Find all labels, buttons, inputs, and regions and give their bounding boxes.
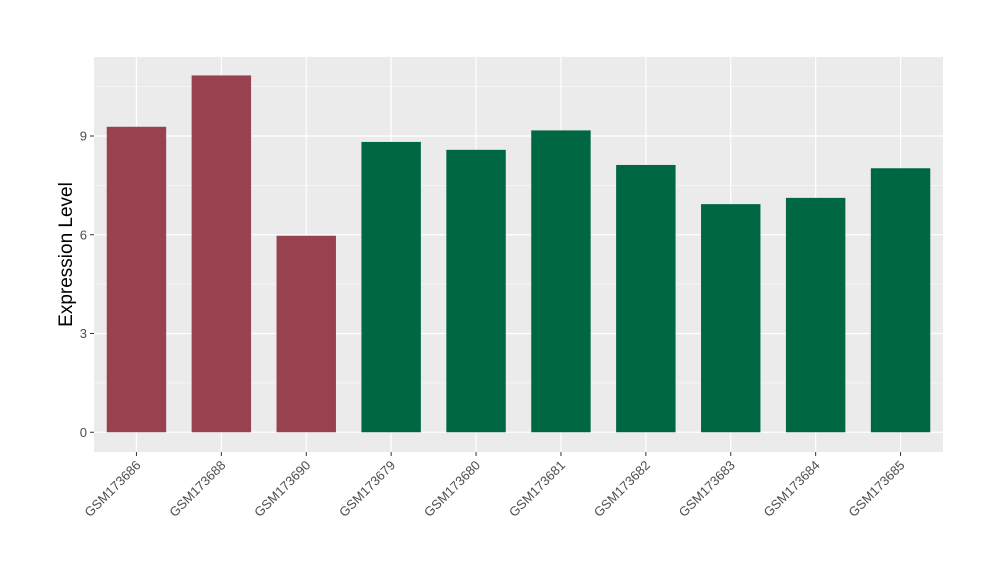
y-tick-label: 3: [80, 326, 87, 341]
bar-GSM173681: [531, 130, 591, 433]
bar-GSM173690: [276, 235, 336, 433]
bar-GSM173684: [785, 197, 846, 433]
x-tick-label: GSM173688: [166, 458, 228, 520]
y-tick-label: 6: [80, 227, 87, 242]
x-tick-label: GSM173680: [421, 458, 483, 520]
bar-GSM173682: [616, 164, 676, 433]
x-tick-label: GSM173679: [336, 458, 398, 520]
y-tick-label: 0: [80, 425, 87, 440]
y-tick-label: 9: [80, 129, 87, 144]
bars: [106, 75, 931, 433]
bar-GSM173685: [870, 168, 931, 433]
y-axis: 0 3 6 9: [80, 129, 94, 440]
bar-GSM173688: [191, 75, 252, 433]
x-axis: GSM173686 GSM173688 GSM173690 GSM173679 GSM1…: [81, 452, 908, 520]
x-tick-label: GSM173690: [251, 458, 313, 520]
x-tick-label: GSM173684: [761, 458, 823, 520]
x-tick-label: GSM173682: [591, 458, 653, 520]
bar-GSM173683: [701, 204, 761, 433]
x-tick-label: GSM173685: [845, 458, 907, 520]
bar-GSM173679: [361, 141, 421, 433]
x-tick-label: GSM173683: [676, 458, 738, 520]
x-tick-label: GSM173681: [506, 458, 568, 520]
bar-GSM173680: [446, 149, 506, 433]
x-tick-label: GSM173686: [81, 458, 143, 520]
y-axis-title: Expression Level: [56, 182, 77, 327]
bar-GSM173686: [106, 126, 167, 433]
